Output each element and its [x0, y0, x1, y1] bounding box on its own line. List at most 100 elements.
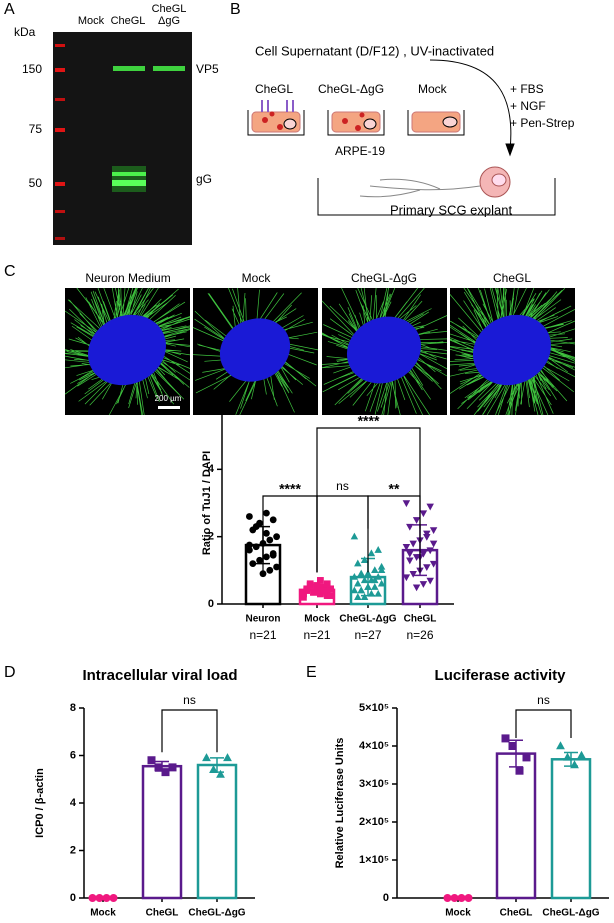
data-point: [223, 753, 232, 762]
significance-bracket: [367, 495, 421, 529]
data-point: [360, 556, 369, 563]
data-point: [429, 540, 438, 548]
y-tick-label: 4×10⁵: [359, 740, 389, 752]
significance-bracket: [161, 709, 218, 753]
y-tick-label: 2: [208, 531, 214, 543]
data-point: [374, 546, 382, 553]
neurites: [449, 287, 576, 416]
data-point: [256, 556, 263, 564]
significance-bracket: [262, 495, 318, 573]
y-tick-label: 0: [383, 892, 389, 904]
data-point: [464, 894, 473, 902]
data-point: [515, 766, 524, 775]
x-tick-label: Mock: [445, 908, 471, 919]
data-point: [310, 588, 317, 596]
blot-unit: kDa: [14, 25, 36, 39]
bar: [141, 764, 183, 900]
significance-label: **: [389, 481, 400, 497]
data-point: [161, 768, 170, 777]
cell-label: Mock: [418, 82, 448, 96]
cell-label: CheGL: [255, 82, 293, 96]
significance-label: ns: [183, 693, 196, 707]
neurites: [321, 287, 448, 416]
data-point: [323, 580, 331, 588]
micrograph-label: CheGL: [493, 271, 531, 285]
scale-bar: [158, 406, 180, 409]
data-point: [371, 566, 379, 574]
bar: [196, 763, 238, 900]
data-point: [327, 592, 334, 599]
significance-bracket: [515, 709, 572, 738]
data-point: [360, 593, 369, 600]
x-tick-label: CheGL-ΔgG: [542, 908, 599, 919]
data-point: [443, 894, 452, 902]
data-point: [320, 587, 328, 594]
x-tick-label: CheGL-ΔgG: [188, 908, 245, 919]
y-tick-label: 1×10⁵: [359, 854, 389, 866]
x-tick-label: Neuron: [246, 614, 281, 625]
data-point: [246, 541, 253, 549]
additive-label: + FBS: [510, 82, 544, 96]
data-point: [501, 734, 510, 743]
marker-label: 50: [29, 176, 43, 190]
data-point: [426, 547, 434, 555]
y-tick-label: 6: [208, 396, 214, 408]
y-axis-label: Relative Luciferase Units: [334, 738, 346, 869]
data-point: [406, 550, 414, 558]
cell-wells: [247, 59, 556, 216]
bar: [495, 752, 537, 900]
data-point: [88, 894, 97, 902]
additive-label: + NGF: [510, 99, 546, 113]
n-label: n=21: [303, 628, 330, 642]
neurites: [192, 287, 319, 416]
significance-label: ****: [279, 481, 301, 497]
explant-label: Primary SCG explant: [390, 202, 512, 217]
significance-label: ns: [537, 693, 550, 707]
data-point: [317, 577, 324, 584]
marker-label: 75: [29, 122, 43, 136]
data-point: [259, 570, 267, 578]
data-point: [357, 569, 365, 577]
data-point: [350, 572, 359, 580]
data-point: [377, 566, 386, 574]
data-point: [327, 585, 334, 593]
y-tick-label: 2×10⁵: [359, 816, 389, 828]
lane-label: CheGL: [152, 3, 187, 15]
lane-label: ΔgG: [158, 15, 180, 27]
data-point: [246, 546, 253, 554]
data-point: [406, 523, 414, 531]
data-point: [357, 586, 365, 594]
error-bar: [564, 751, 578, 767]
data-point: [371, 576, 379, 584]
data-point: [429, 560, 438, 568]
panel-label: D: [4, 664, 16, 681]
micrograph-label: Neuron Medium: [85, 271, 170, 285]
data-point: [423, 564, 431, 572]
data-point: [402, 500, 411, 508]
chart-title: Luciferase activity: [435, 667, 567, 684]
n-label: n=21: [249, 628, 276, 642]
cell-line-label: ARPE-19: [335, 144, 385, 158]
data-point: [426, 503, 434, 511]
data-point: [323, 592, 331, 599]
data-point: [202, 753, 211, 762]
x-tick-label: Mock: [304, 614, 330, 625]
band-label: gG: [196, 172, 212, 186]
data-point: [273, 563, 280, 571]
data-point: [563, 752, 572, 761]
y-tick-label: 4: [70, 797, 77, 809]
marker-label: 150: [22, 62, 42, 76]
lane-label: CheGL: [111, 15, 146, 27]
data-point: [409, 570, 417, 578]
data-point: [426, 577, 434, 585]
data-point: [429, 527, 438, 535]
data-point: [109, 894, 118, 902]
significance-bracket: [316, 427, 421, 573]
data-point: [374, 572, 382, 580]
y-axis-label: Ratio of TuJ1 / DAPI: [201, 451, 213, 555]
data-point: [556, 741, 565, 750]
neurites: [64, 287, 191, 416]
data-point: [360, 576, 369, 584]
data-point: [419, 510, 428, 518]
data-point: [412, 517, 421, 524]
